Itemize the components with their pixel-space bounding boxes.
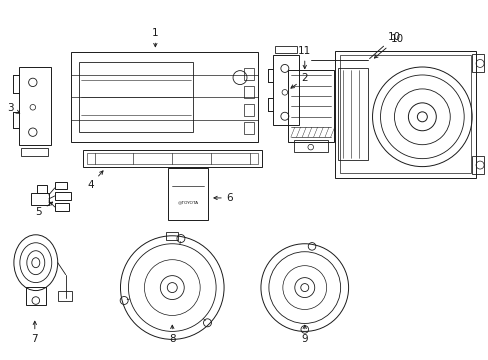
Bar [293,140,327,152]
Bar [339,55,470,173]
Text: 10: 10 [374,33,403,58]
Bar [471,156,483,174]
Text: 5: 5 [36,202,53,217]
Text: 11: 11 [298,45,311,69]
Bar [58,291,72,301]
Bar [82,150,262,167]
Bar [79,62,193,132]
Bar [337,68,367,160]
Bar [37,185,47,193]
Text: 9: 9 [301,325,307,345]
Text: 2: 2 [290,73,307,88]
Bar [21,148,48,156]
Bar [244,68,253,80]
Bar [287,71,333,142]
Bar [166,232,178,240]
Bar [55,203,68,211]
Bar [274,45,296,54]
Text: @TOYOTA: @TOYOTA [177,200,199,204]
Bar [334,50,475,178]
Bar [55,192,71,200]
Bar [272,55,298,125]
Text: 10: 10 [369,32,400,59]
Bar [19,67,51,145]
Bar [55,182,66,189]
Bar [31,193,49,205]
Bar [86,153,258,164]
Text: 4: 4 [87,171,103,190]
Bar [471,54,483,72]
Text: 1: 1 [152,28,158,47]
Bar [168,168,208,220]
Text: 6: 6 [213,193,233,203]
Bar [71,53,258,142]
Text: 7: 7 [31,321,38,345]
Bar [26,287,46,305]
Bar [244,122,253,134]
Text: 8: 8 [169,325,175,345]
Bar [244,104,253,116]
Bar [244,86,253,98]
Text: 3: 3 [8,103,20,113]
